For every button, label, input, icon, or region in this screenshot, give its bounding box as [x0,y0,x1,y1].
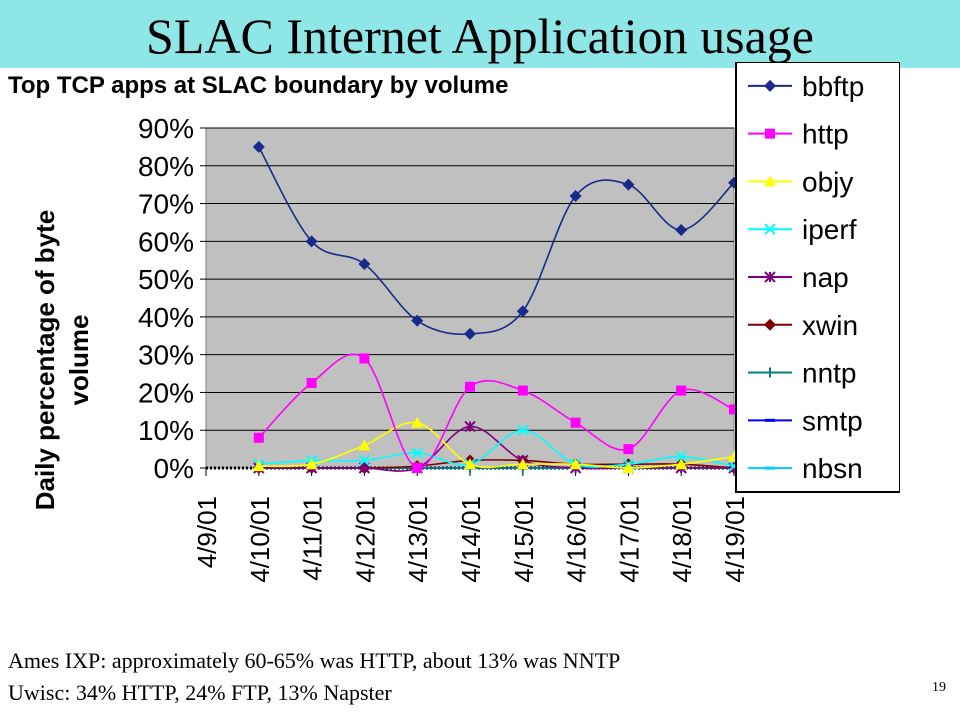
point-bbftp [305,235,318,248]
point-http [517,385,528,396]
x-tick-label: 4/9/01 [192,496,222,568]
legend-marker-nbsn [765,466,775,470]
legend-marker-http [765,128,775,139]
chart-title: Top TCP apps at SLAC boundary by volume [8,72,509,99]
legend-label-smtp: smtp [802,405,863,436]
point-bbftp [411,314,424,327]
point-bbftp [252,140,265,153]
x-tick-label: 4/18/01 [667,496,697,583]
point-http [465,381,475,392]
point-iperf [517,424,529,436]
series-line-nap [258,425,734,472]
point-http [729,404,739,415]
x-tick-label: 4/14/01 [456,496,486,583]
point-http [412,463,423,473]
y-tick-label: 40% [138,302,194,333]
x-tick-label: 4/13/01 [403,496,433,583]
point-objy [675,458,688,470]
x-tick-label: 4/12/01 [350,496,380,583]
slide-number: 19 [932,680,946,695]
legend-marker-bbftp [764,79,776,92]
point-objy [358,439,371,451]
legend-label-xwin: xwin [802,310,858,341]
x-tick-label: 4/11/01 [298,496,328,581]
x-tick-label: 4/17/01 [614,496,644,583]
point-objy [569,458,582,470]
y-tick-label: 30% [138,340,194,371]
series-line-iperf [258,429,735,468]
legend-label-bbftp: bbftp [802,71,864,102]
point-http [623,444,634,455]
legend-marker-smtp [765,418,775,422]
point-http [306,378,317,388]
point-bbftp [464,327,476,340]
legend-label-nap: nap [802,262,849,293]
point-objy [411,416,424,428]
legend-label-iperf: iperf [802,214,857,245]
point-http [253,432,264,443]
y-tick-label: 60% [138,226,194,257]
legend-label-nntp: nntp [802,358,857,389]
slide-title: SLAC Internet Application usage [146,8,814,64]
point-bbftp [516,305,529,318]
point-objy [252,460,265,472]
point-bbftp [569,190,582,202]
series-line-objy [258,421,735,469]
point-bbftp [622,178,635,191]
x-tick-label: 4/16/01 [562,496,592,583]
y-tick-label: 90% [138,113,194,144]
y-tick-label: 80% [138,151,194,182]
point-objy [622,462,635,473]
legend-label-http: http [802,119,849,150]
legend-marker-xwin [764,318,776,331]
y-tick-label: 50% [138,264,194,295]
footer-note-uwisc: Uwisc: 34% HTTP, 24% FTP, 13% Napster [8,680,392,705]
point-iperf [358,454,371,467]
footer-note-ames: Ames IXP: approximately 60-65% was HTTP,… [8,648,621,673]
y-tick-label: 20% [138,377,194,408]
x-tick-label: 4/19/01 [720,496,750,583]
legend-label-objy: objy [802,166,853,197]
line-chart: 0% 10% 20% 30% 40% 50% 60% 70% 80% 90% 4/9/01 4/10/… [30,62,900,583]
legend-marker-objy [764,175,776,187]
point-http [676,385,687,396]
point-nap [464,420,476,433]
legend-label-nbsn: nbsn [802,453,863,484]
point-bbftp [675,224,688,236]
y-tick-label: 70% [138,189,194,220]
title-band [0,0,960,68]
plot-area [205,127,735,469]
series-line-bbftp [258,146,735,336]
series-line-http [258,353,735,469]
point-http [359,353,370,364]
x-tick-label: 4/15/01 [509,496,539,583]
point-objy [464,458,476,470]
point-http [570,417,581,428]
legend-marker-nntp [765,367,775,378]
point-iperf [411,447,423,459]
point-objy [516,458,529,470]
point-iperf [675,450,687,463]
legend-marker-iperf [764,223,776,235]
y-tick-label: 10% [138,415,194,446]
point-objy [305,458,318,470]
legend-marker-nap [764,271,776,283]
point-bbftp [358,258,371,270]
x-tick-label: 4/10/01 [245,496,275,583]
y-tick-label: 0% [154,453,194,484]
y-axis-label: Daily percentage of byte volume [30,210,94,511]
